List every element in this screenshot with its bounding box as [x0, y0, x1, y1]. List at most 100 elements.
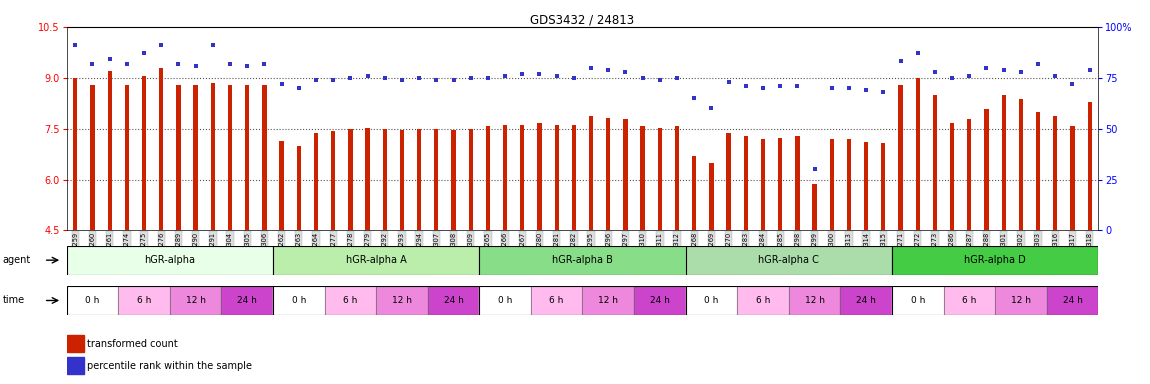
Point: [169, 60, 187, 66]
Point: [186, 63, 205, 69]
Point: [376, 74, 394, 81]
Bar: [480, 246, 685, 275]
Bar: [531, 286, 583, 315]
Point: [152, 42, 170, 48]
Point: [444, 77, 462, 83]
Bar: [67, 286, 118, 315]
Point: [478, 74, 497, 81]
Text: 24 h: 24 h: [857, 296, 876, 305]
Text: 12 h: 12 h: [598, 296, 619, 305]
Point: [530, 71, 549, 77]
Bar: [279, 141, 284, 230]
Text: 6 h: 6 h: [756, 296, 771, 305]
Text: 6 h: 6 h: [963, 296, 976, 305]
Bar: [761, 139, 765, 230]
Point: [857, 87, 875, 93]
Text: time: time: [2, 295, 24, 306]
Bar: [176, 84, 181, 230]
Bar: [583, 286, 634, 315]
Text: 0 h: 0 h: [911, 296, 925, 305]
Bar: [606, 118, 611, 230]
Point: [720, 79, 738, 85]
Bar: [685, 286, 737, 315]
Point: [926, 69, 944, 75]
Point: [703, 105, 721, 111]
Bar: [273, 286, 324, 315]
Bar: [634, 286, 685, 315]
Point: [634, 74, 652, 81]
Point: [135, 50, 153, 56]
Bar: [943, 286, 995, 315]
Point: [960, 73, 979, 79]
Point: [547, 73, 566, 79]
Text: hGR-alpha C: hGR-alpha C: [758, 255, 819, 265]
Bar: [67, 246, 273, 275]
Bar: [170, 286, 222, 315]
Text: 24 h: 24 h: [444, 296, 463, 305]
Bar: [1019, 99, 1024, 230]
Point: [83, 60, 101, 66]
Point: [943, 74, 961, 81]
Bar: [881, 143, 886, 230]
Bar: [324, 286, 376, 315]
Point: [273, 81, 291, 87]
Point: [822, 85, 841, 91]
Bar: [91, 84, 94, 230]
Point: [651, 77, 669, 83]
Point: [100, 56, 118, 63]
Point: [565, 74, 583, 81]
Bar: [376, 286, 428, 315]
Bar: [789, 286, 841, 315]
Bar: [452, 130, 455, 230]
Bar: [995, 286, 1046, 315]
Bar: [933, 95, 937, 230]
Point: [788, 83, 806, 89]
Bar: [892, 246, 1098, 275]
Bar: [1071, 126, 1074, 230]
Point: [685, 95, 704, 101]
Text: 24 h: 24 h: [1063, 296, 1082, 305]
Point: [324, 77, 343, 83]
Point: [1029, 60, 1048, 66]
Text: hGR-alpha: hGR-alpha: [145, 255, 196, 265]
Point: [1064, 81, 1082, 87]
Bar: [520, 124, 524, 230]
Bar: [779, 138, 782, 230]
Point: [461, 74, 480, 81]
Bar: [1053, 116, 1057, 230]
Bar: [297, 146, 301, 230]
Point: [737, 83, 756, 89]
Text: 6 h: 6 h: [137, 296, 152, 305]
Bar: [428, 286, 480, 315]
Bar: [950, 122, 954, 230]
Text: hGR-alpha A: hGR-alpha A: [346, 255, 407, 265]
Point: [427, 77, 445, 83]
Bar: [1088, 102, 1091, 230]
Point: [255, 60, 274, 66]
Bar: [417, 129, 421, 230]
Bar: [710, 163, 713, 230]
Text: 12 h: 12 h: [392, 296, 412, 305]
Point: [409, 74, 428, 81]
Bar: [314, 133, 319, 230]
Bar: [692, 156, 697, 230]
Bar: [898, 85, 903, 230]
Point: [290, 85, 308, 91]
Bar: [846, 139, 851, 230]
Text: 0 h: 0 h: [292, 296, 306, 305]
Bar: [273, 246, 480, 275]
Bar: [864, 142, 868, 230]
Point: [307, 77, 325, 83]
Bar: [796, 136, 799, 230]
Bar: [727, 133, 730, 230]
Point: [513, 71, 531, 77]
Point: [1046, 73, 1065, 79]
Bar: [124, 84, 129, 230]
Bar: [262, 84, 267, 230]
Text: 12 h: 12 h: [805, 296, 825, 305]
Bar: [159, 68, 163, 230]
Bar: [1036, 113, 1041, 230]
Bar: [641, 126, 645, 230]
Bar: [589, 116, 593, 230]
Text: 0 h: 0 h: [498, 296, 512, 305]
